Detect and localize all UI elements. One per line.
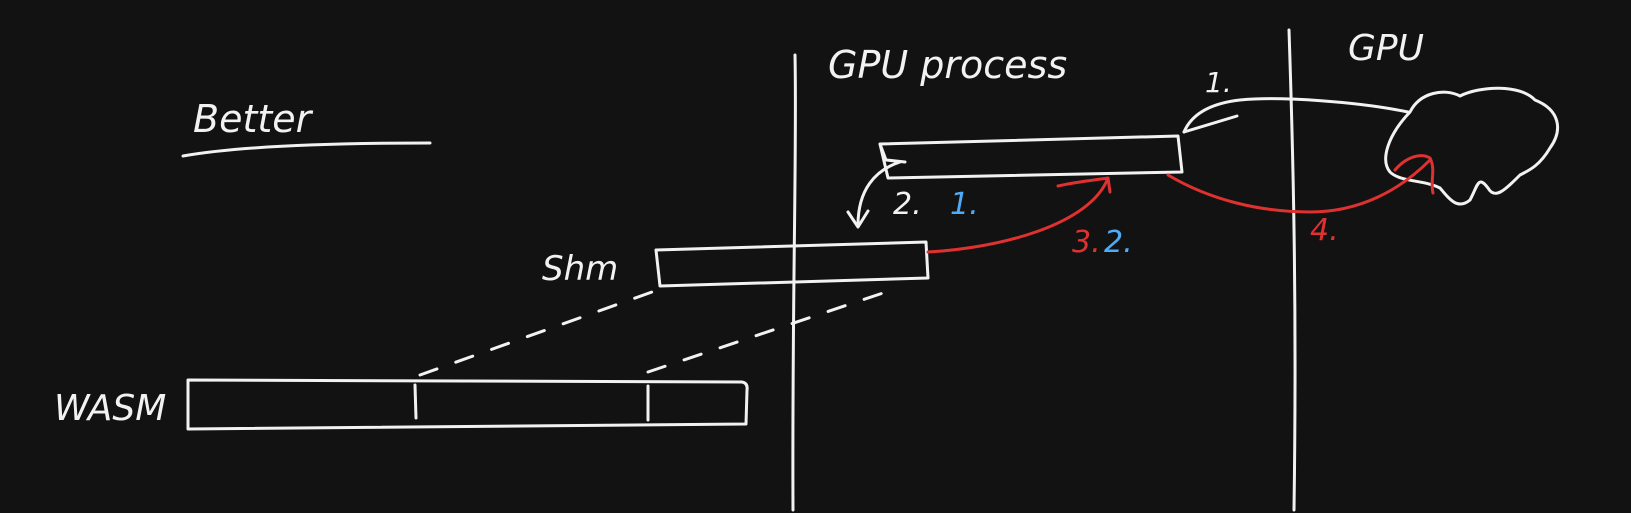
wasm-buffer (186, 378, 749, 431)
arrow-step-4 (1166, 158, 1432, 214)
step-blue-1: 1. (950, 187, 979, 222)
divider-gpu (1287, 28, 1297, 512)
dashed-map-right (646, 290, 888, 374)
arrow-step-4-head (1393, 154, 1435, 195)
arrow-step-1 (1182, 97, 1410, 134)
arrow-step-2-head (846, 209, 870, 229)
wasm-label: WASM (54, 388, 166, 429)
title-underline (181, 141, 432, 158)
arrow-step-3-head (1056, 176, 1112, 194)
step-red-3: 3. (1072, 225, 1101, 260)
gpu-label: GPU (1348, 28, 1424, 69)
arrow-step-3 (926, 176, 1110, 254)
wasm-segment-mark-1 (413, 383, 418, 420)
step-red-4: 4. (1310, 213, 1339, 248)
dashed-map-left (418, 290, 654, 377)
gpu-cloud (1384, 86, 1559, 206)
divider-gpu-process (791, 53, 797, 512)
arrow-step-2 (856, 160, 902, 227)
step-white-1: 1. (1205, 66, 1232, 99)
arrow-step-1-head (1182, 114, 1239, 134)
shm-label: Shm (542, 249, 618, 289)
step-white-2: 2. (893, 187, 922, 222)
shm-buffer (654, 240, 930, 288)
gpu-process-label: GPU process (828, 43, 1067, 87)
step-blue-2: 2. (1104, 225, 1133, 260)
gpu-process-buffer (878, 134, 1184, 180)
page-title: Better (193, 97, 314, 141)
